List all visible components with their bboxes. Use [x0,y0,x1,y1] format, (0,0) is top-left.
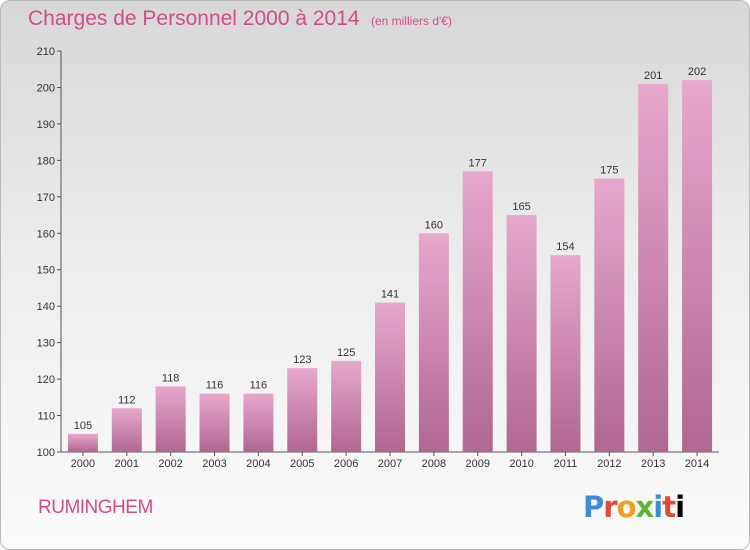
y-tick-label: 170 [37,192,55,204]
x-tick-label: 2004 [246,458,270,470]
data-label: 141 [381,289,399,301]
logo-letter: o [616,490,637,524]
bar [155,386,186,452]
x-tick-label: 2003 [202,458,226,470]
bar [638,83,669,453]
logo-letter: i [653,490,663,524]
y-tick-label: 180 [37,155,55,167]
proxiti-logo: Proxiti [583,490,685,524]
bar [287,368,318,452]
y-tick-label: 210 [37,46,55,58]
bar [331,360,362,452]
logo-letter: x [635,490,655,524]
bar [462,171,493,453]
y-tick-label: 130 [37,338,55,350]
bar [375,302,405,452]
y-tick-label: 110 [37,411,55,423]
data-label: 116 [250,380,268,392]
chart-title: Charges de Personnel 2000 à 2014 [28,7,360,30]
x-tick-label: 2002 [158,458,182,470]
bar [550,255,581,452]
data-label: 202 [688,66,706,78]
x-tick-label: 2011 [554,458,578,470]
bar [67,433,98,452]
y-tick-label: 200 [37,82,55,94]
data-label: 125 [337,347,355,359]
x-tick-label: 2006 [334,458,358,470]
logo-letter: P [583,490,604,524]
logo-letter: t [662,490,676,524]
bar [111,408,142,452]
y-tick-label: 100 [37,447,55,459]
chart-subtitle: (en milliers d'€) [371,14,452,28]
bar [506,215,537,452]
data-label: 118 [162,372,180,384]
x-tick-label: 2009 [465,458,489,470]
bar [594,178,625,452]
y-tick-label: 140 [37,301,55,313]
data-label: 112 [118,394,136,406]
data-label: 177 [469,157,487,169]
x-tick-label: 2007 [378,458,402,470]
bar [418,233,449,452]
x-tick-label: 2005 [290,458,314,470]
logo-letter: r [603,490,617,524]
commune-name: RUMINGHEM [38,497,153,518]
y-tick-label: 120 [37,374,55,386]
data-label: 123 [293,354,311,366]
data-label: 175 [600,165,618,177]
y-tick-label: 190 [37,119,55,131]
bar [243,393,274,452]
x-tick-label: 2000 [71,458,95,470]
y-tick-label: 160 [37,228,55,240]
data-label: 160 [425,219,443,231]
chart-labels: 2000 105 2001 112 2002 118 2003 116 2004 116 2005 1… [71,66,710,470]
data-label: 154 [556,241,574,253]
chart-bars [67,80,713,453]
data-label: 165 [512,201,530,213]
x-tick-label: 2014 [685,458,709,470]
y-tick-label: 150 [37,265,55,277]
logo-letter: i [675,490,685,524]
x-tick-label: 2010 [509,458,533,470]
bar [199,393,230,452]
x-tick-label: 2001 [115,458,139,470]
data-label: 116 [206,380,224,392]
bar [682,80,713,452]
data-label: 105 [74,420,92,432]
x-tick-label: 2012 [597,458,621,470]
x-tick-label: 2013 [641,458,665,470]
data-label: 201 [644,70,662,82]
x-tick-label: 2008 [422,458,446,470]
